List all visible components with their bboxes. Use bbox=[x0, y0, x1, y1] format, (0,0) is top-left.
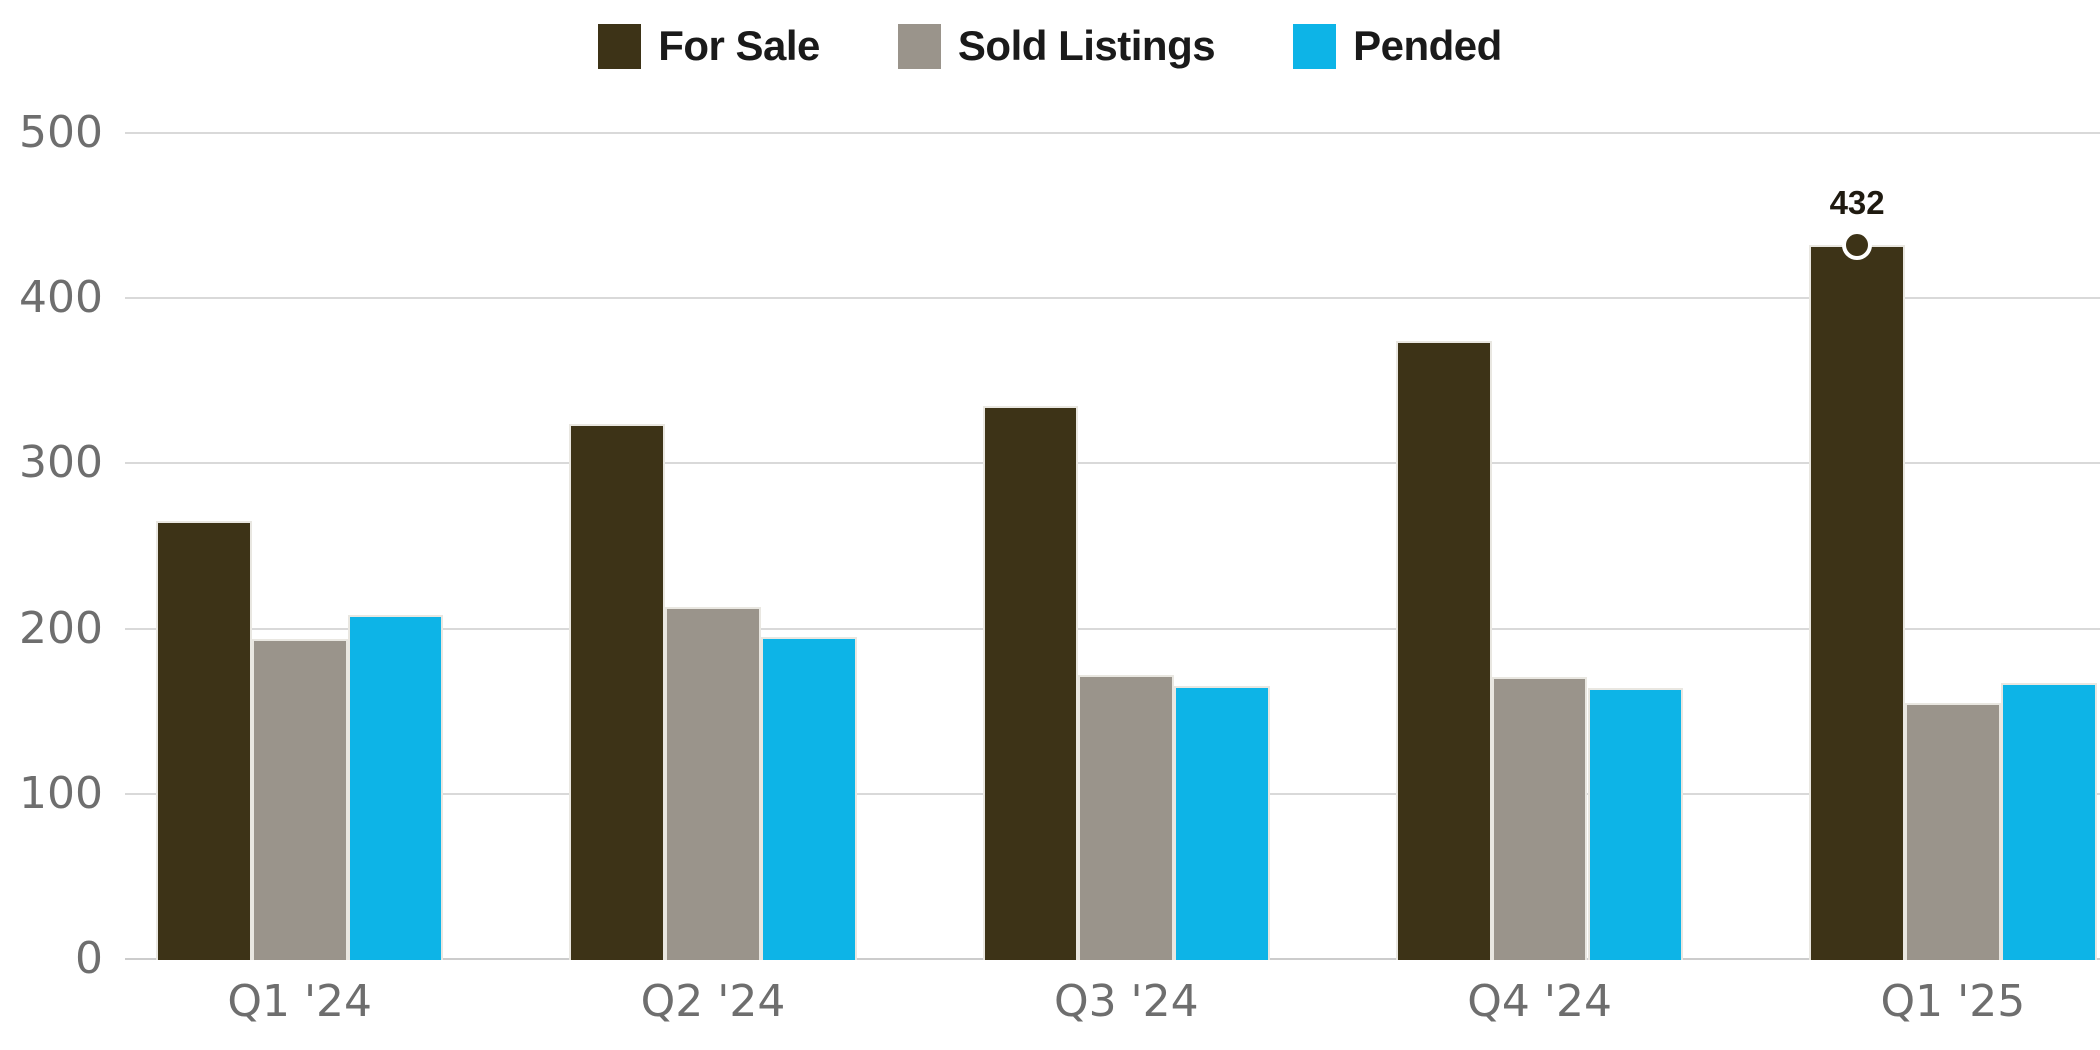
gridline bbox=[125, 627, 2100, 630]
bar[interactable] bbox=[982, 405, 1079, 960]
bar[interactable] bbox=[1809, 245, 1905, 960]
bar[interactable] bbox=[251, 638, 348, 960]
gridline bbox=[125, 297, 2100, 300]
legend-label-for-sale: For Sale bbox=[658, 22, 820, 69]
legend-label-pended: Pended bbox=[1353, 22, 1502, 69]
bar[interactable] bbox=[156, 521, 252, 960]
bar-value-label: 432 bbox=[1829, 184, 1885, 222]
x-axis-label: Q4 '24 bbox=[1467, 976, 1612, 1027]
bar[interactable] bbox=[1174, 686, 1270, 960]
x-axis-label: Q2 '24 bbox=[640, 976, 786, 1027]
x-axis-label: Q1 '24 bbox=[227, 976, 373, 1027]
bar[interactable] bbox=[1587, 688, 1684, 960]
x-axis-label: Q1 '25 bbox=[1880, 976, 2026, 1027]
y-axis-tick-label: 400 bbox=[19, 272, 103, 324]
bar[interactable] bbox=[1905, 702, 2001, 960]
y-axis-tick-label: 500 bbox=[19, 107, 103, 158]
legend-label-sold-listings: Sold Listings bbox=[957, 22, 1216, 69]
y-axis-tick-label: 100 bbox=[19, 767, 103, 819]
sold-listings-swatch-icon bbox=[897, 23, 941, 69]
legend-item-sold-listings[interactable]: Sold Listings bbox=[897, 22, 1216, 69]
data-point-marker-icon[interactable] bbox=[1842, 230, 1873, 261]
bar[interactable] bbox=[665, 607, 761, 960]
legend-item-pended[interactable]: Pended bbox=[1293, 22, 1502, 69]
bar[interactable] bbox=[1395, 341, 1492, 960]
for-sale-swatch-icon bbox=[598, 23, 642, 69]
legend-item-for-sale[interactable]: For Sale bbox=[598, 22, 820, 69]
bar[interactable] bbox=[569, 423, 666, 960]
bar[interactable] bbox=[1491, 676, 1588, 960]
legend: For Sale Sold Listings Pended bbox=[0, 0, 2100, 92]
bar[interactable] bbox=[760, 636, 857, 960]
gridline bbox=[125, 462, 2100, 465]
bar[interactable] bbox=[347, 615, 444, 960]
bar[interactable] bbox=[1078, 674, 1175, 960]
y-axis-tick-label: 300 bbox=[19, 437, 103, 489]
y-axis-tick-label: 200 bbox=[19, 602, 103, 654]
x-axis-label: Q3 '24 bbox=[1053, 976, 1199, 1027]
pended-swatch-icon bbox=[1293, 23, 1337, 69]
gridline bbox=[125, 132, 2100, 134]
bar[interactable] bbox=[2000, 683, 2097, 960]
y-axis-tick-label: 0 bbox=[75, 933, 103, 984]
